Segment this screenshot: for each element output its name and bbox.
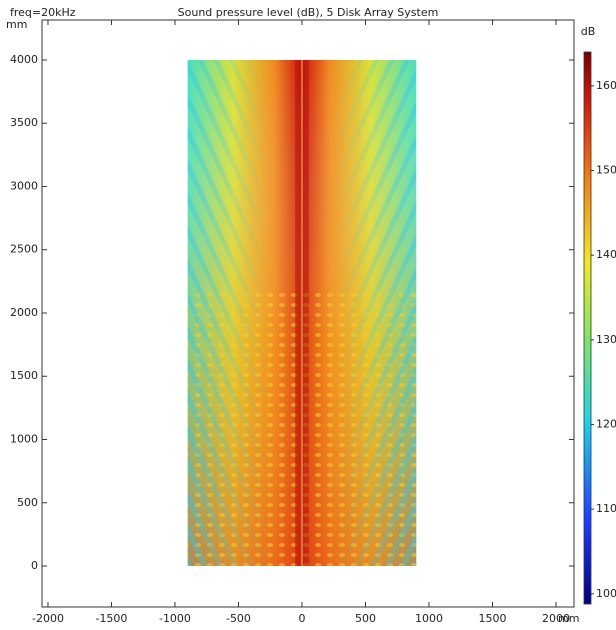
field-stripes [187, 59, 302, 567]
colorbar-tick-label: 130 [596, 333, 616, 346]
field-stripes [301, 59, 417, 567]
x-tick-label: 2000 [542, 612, 570, 625]
colorbar [583, 51, 592, 605]
x-tick-label: 1000 [415, 612, 443, 625]
x-axis-label: mm [558, 612, 579, 625]
y-tick-label: 3500 [10, 116, 38, 129]
y-axis-label: mm [6, 18, 27, 31]
colorbar-tick-label: 100 [596, 587, 616, 600]
y-tick-label: 1500 [10, 369, 38, 382]
x-tick-label: 500 [355, 612, 376, 625]
field [187, 59, 417, 567]
x-tick-label: -1000 [159, 612, 191, 625]
y-tick-label: 500 [17, 496, 38, 509]
y-tick-label: 0 [31, 559, 38, 572]
x-tick-label: -2000 [32, 612, 64, 625]
y-tick-label: 2500 [10, 243, 38, 256]
y-tick-label: 1000 [10, 433, 38, 446]
colorbar-tick-label: 110 [596, 502, 616, 515]
y-tick-label: 4000 [10, 53, 38, 66]
x-tick-label: -1500 [95, 612, 127, 625]
x-tick-label: 1500 [478, 612, 506, 625]
annotation: freq=20kHz [10, 6, 76, 19]
colorbar-tick-label: 160 [596, 79, 616, 92]
colorbar-label: dB [581, 25, 596, 38]
x-tick-label: 0 [298, 612, 305, 625]
x-tick-label: -500 [226, 612, 251, 625]
y-tick-label: 3000 [10, 179, 38, 192]
colorbar-tick-label: 120 [596, 418, 616, 431]
colorbar-tick-label: 140 [596, 248, 616, 261]
colorbar-tick-label: 150 [596, 164, 616, 177]
y-tick-label: 2000 [10, 306, 38, 319]
chart-title: Sound pressure level (dB), 5 Disk Array … [178, 6, 439, 19]
